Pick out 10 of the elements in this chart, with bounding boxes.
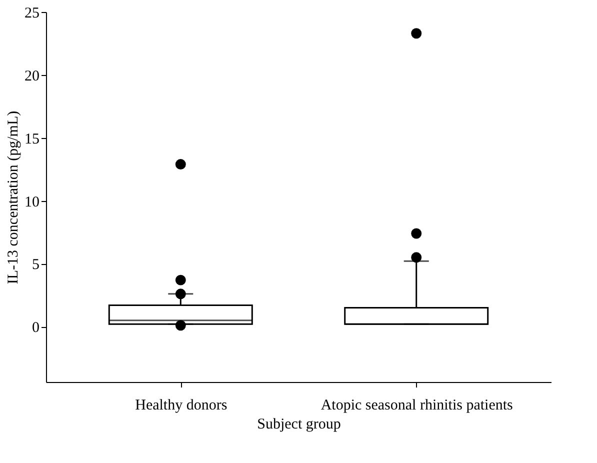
- y-tick-label: 25: [24, 6, 40, 22]
- x-tick-label: Healthy donors: [135, 398, 228, 414]
- y-tick-label: 15: [24, 131, 40, 148]
- y-tick-label: 5: [32, 257, 40, 274]
- y-tick-label: 20: [24, 68, 40, 84]
- y-tick-label: 0: [32, 320, 40, 336]
- y-axis-title: IL-13 concentration (pg/mL): [6, 110, 22, 284]
- y-tick-label: 10: [24, 194, 40, 210]
- x-axis-title: Subject group: [257, 416, 341, 432]
- x-tick-label: Atopic seasonal rhinitis patients: [320, 398, 514, 414]
